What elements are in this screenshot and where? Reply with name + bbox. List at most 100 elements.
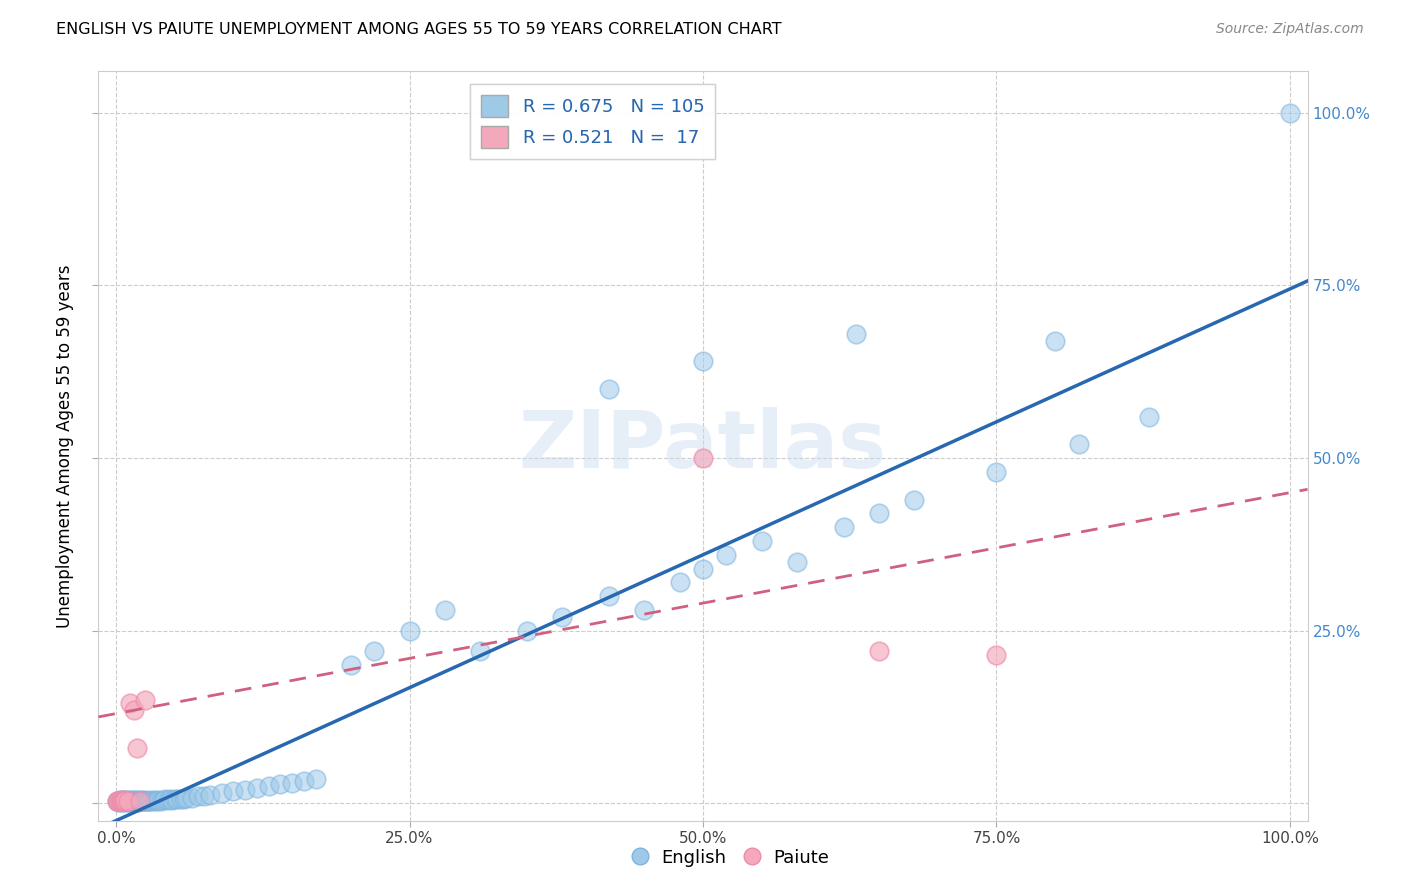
Point bbox=[166, 791, 188, 805]
Point bbox=[111, 794, 134, 808]
Point bbox=[105, 794, 128, 808]
Point bbox=[122, 703, 145, 717]
Point bbox=[868, 644, 890, 658]
Point bbox=[845, 326, 868, 341]
Point bbox=[173, 791, 195, 805]
Point bbox=[108, 793, 131, 807]
Point bbox=[108, 794, 131, 808]
Point bbox=[127, 795, 149, 809]
Point bbox=[112, 794, 135, 808]
Point bbox=[257, 779, 280, 793]
Point bbox=[108, 794, 131, 808]
Point bbox=[692, 561, 714, 575]
Point bbox=[211, 786, 233, 800]
Point bbox=[181, 790, 204, 805]
Point bbox=[668, 575, 690, 590]
Point bbox=[633, 603, 655, 617]
Point bbox=[132, 794, 155, 808]
Point bbox=[269, 777, 291, 791]
Point bbox=[120, 793, 142, 807]
Point bbox=[110, 794, 132, 808]
Point bbox=[1067, 437, 1090, 451]
Point bbox=[786, 555, 808, 569]
Point bbox=[120, 696, 142, 710]
Point bbox=[107, 794, 129, 808]
Text: Source: ZipAtlas.com: Source: ZipAtlas.com bbox=[1216, 22, 1364, 37]
Point bbox=[156, 793, 179, 807]
Point bbox=[111, 793, 134, 807]
Point bbox=[134, 794, 156, 808]
Point bbox=[128, 793, 150, 807]
Point bbox=[598, 589, 620, 603]
Point bbox=[118, 795, 141, 809]
Point bbox=[134, 693, 156, 707]
Point bbox=[162, 793, 184, 807]
Point bbox=[112, 794, 135, 808]
Point bbox=[233, 782, 256, 797]
Point bbox=[246, 781, 269, 796]
Point bbox=[551, 610, 574, 624]
Point bbox=[152, 793, 174, 807]
Point bbox=[128, 794, 150, 808]
Point bbox=[159, 792, 181, 806]
Point bbox=[114, 793, 136, 807]
Point bbox=[187, 789, 209, 804]
Point bbox=[115, 794, 138, 808]
Point bbox=[117, 794, 139, 808]
Point bbox=[121, 794, 143, 808]
Point bbox=[120, 794, 142, 808]
Point bbox=[135, 794, 157, 808]
Point bbox=[112, 793, 135, 807]
Legend: R = 0.675   N = 105, R = 0.521   N =  17: R = 0.675 N = 105, R = 0.521 N = 17 bbox=[470, 84, 716, 159]
Legend: English, Paiute: English, Paiute bbox=[626, 841, 837, 874]
Point bbox=[138, 794, 160, 808]
Point bbox=[112, 794, 135, 808]
Point bbox=[112, 795, 135, 809]
Point bbox=[124, 793, 146, 807]
Point bbox=[111, 794, 134, 808]
Point bbox=[363, 644, 385, 658]
Point bbox=[141, 793, 163, 807]
Point bbox=[198, 788, 221, 802]
Text: ZIPatlas: ZIPatlas bbox=[519, 407, 887, 485]
Point bbox=[340, 658, 363, 673]
Point bbox=[292, 774, 315, 789]
Point bbox=[468, 644, 491, 658]
Point bbox=[149, 794, 172, 808]
Point bbox=[110, 795, 132, 809]
Point bbox=[169, 792, 191, 806]
Point bbox=[141, 794, 163, 808]
Point bbox=[120, 795, 142, 809]
Point bbox=[143, 793, 166, 807]
Point bbox=[122, 795, 145, 809]
Point bbox=[127, 794, 149, 808]
Point bbox=[986, 648, 1008, 662]
Point bbox=[193, 789, 215, 804]
Point bbox=[134, 793, 156, 807]
Point bbox=[110, 793, 132, 807]
Point bbox=[114, 794, 136, 808]
Point bbox=[1043, 334, 1066, 348]
Point bbox=[1278, 105, 1301, 120]
Point bbox=[868, 506, 890, 520]
Point bbox=[163, 792, 186, 806]
Point bbox=[176, 790, 198, 805]
Point bbox=[128, 794, 150, 808]
Point bbox=[120, 794, 142, 808]
Point bbox=[692, 354, 714, 368]
Point bbox=[117, 794, 139, 808]
Point bbox=[127, 741, 149, 756]
Point bbox=[903, 492, 925, 507]
Point bbox=[125, 795, 148, 809]
Point bbox=[832, 520, 855, 534]
Point bbox=[131, 793, 153, 807]
Point bbox=[142, 794, 165, 808]
Point bbox=[398, 624, 420, 638]
Point bbox=[692, 451, 714, 466]
Point bbox=[281, 775, 304, 789]
Point bbox=[105, 794, 128, 808]
Point bbox=[112, 794, 135, 808]
Point bbox=[127, 793, 149, 807]
Point bbox=[114, 793, 136, 807]
Point bbox=[598, 382, 620, 396]
